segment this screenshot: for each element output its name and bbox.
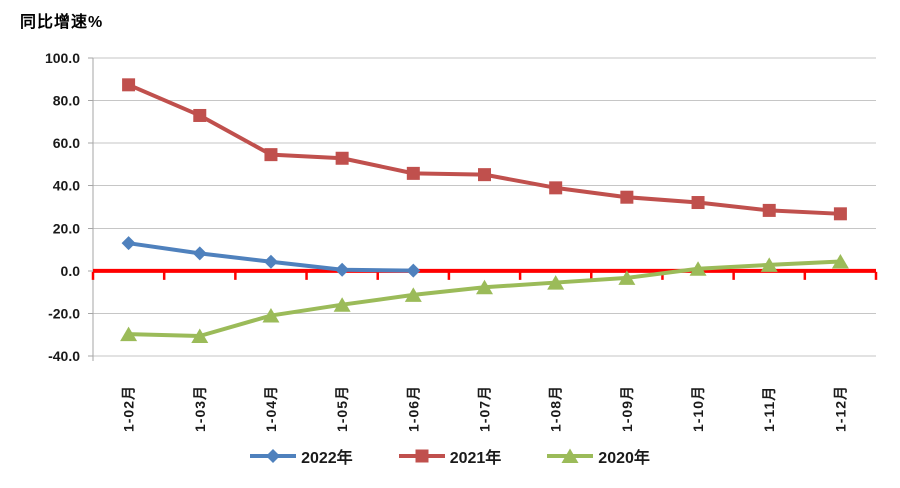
data-point-diamond [406, 263, 421, 278]
data-point-square [833, 207, 847, 221]
x-tick-label: 1-09月 [619, 385, 635, 432]
x-tick-label: 1-03月 [192, 385, 208, 432]
data-point-triangle [689, 261, 707, 276]
data-point-diamond [263, 254, 278, 269]
data-point-triangle [120, 326, 138, 342]
data-point-square [691, 196, 705, 210]
legend-label: 2020年 [598, 450, 650, 467]
data-point-square [762, 203, 776, 217]
y-tick-label: 0.0 [61, 263, 81, 279]
legend-label: 2022年 [301, 450, 353, 467]
x-tick-label: 1-05月 [334, 385, 350, 432]
x-tick-label: 1-04月 [263, 385, 279, 432]
y-tick-label: 80.0 [53, 93, 80, 109]
data-point-triangle [618, 270, 636, 285]
series-2022年 [121, 236, 421, 278]
y-tick-label: 20.0 [53, 220, 80, 236]
x-tick-label: 1-02月 [121, 385, 137, 432]
y-tick-label: 100.0 [45, 50, 80, 66]
data-point-square [478, 168, 491, 182]
data-point-diamond [266, 449, 281, 463]
chart-legend: 2022年 2021年 2020年 [0, 444, 900, 468]
legend-marker-square-icon [398, 449, 445, 463]
data-point-square [406, 166, 420, 180]
legend-marker-diamond-icon [250, 449, 297, 463]
legend-item-2022年: 2022年 [250, 444, 353, 468]
data-point-diamond [192, 246, 207, 261]
data-point-triangle [760, 257, 778, 272]
y-tick-label: 40.0 [53, 178, 80, 194]
data-point-square [415, 449, 429, 463]
data-point-triangle [262, 308, 280, 323]
legend-label: 2021年 [449, 450, 502, 467]
x-tick-label: 1-10月 [690, 385, 706, 432]
gridlines [88, 57, 876, 357]
x-tick-label: 1-06月 [405, 385, 421, 432]
legend-marker-triangle-icon [547, 448, 594, 463]
y-tick-label: -20.0 [48, 305, 80, 321]
data-point-triangle [476, 279, 493, 295]
data-point-square [620, 190, 634, 204]
y-tick-label: -40.0 [48, 348, 80, 364]
x-tick-label: 1-12月 [832, 385, 848, 432]
zero-axis-line [91, 268, 878, 280]
series-2021年 [122, 78, 847, 221]
x-tick-label: 1-11月 [761, 386, 777, 432]
data-point-diamond [121, 236, 136, 251]
data-point-square [193, 108, 207, 122]
data-point-triangle [831, 253, 849, 269]
data-point-triangle [191, 328, 209, 343]
y-tick-labels: 100.0 80.0 60.0 40.0 20.0 0.0 -20.0 -40.0 [45, 50, 80, 364]
data-point-square [335, 151, 349, 165]
series-2020年 [120, 253, 849, 343]
data-point-square [549, 181, 563, 195]
chart-title: 同比增速% [20, 14, 104, 31]
data-point-triangle [561, 448, 579, 463]
legend-item-2021年: 2021年 [398, 444, 502, 468]
data-point-square [264, 148, 278, 162]
data-point-triangle [333, 297, 351, 312]
data-point-diamond [335, 262, 350, 277]
data-point-square [122, 78, 136, 92]
x-tick-label: 1-07月 [477, 385, 493, 432]
x-tick-label: 1-08月 [548, 385, 564, 432]
series-line [126, 82, 843, 216]
legend-item-2020年: 2020年 [547, 444, 650, 468]
data-point-triangle [404, 287, 422, 302]
y-tick-label: 60.0 [53, 135, 80, 151]
x-tick-labels: 1-02月 1-03月 1-04月 1-05月 1-06月 1-07月 1-08月 1-09月… [121, 385, 849, 432]
data-point-triangle [547, 275, 565, 290]
